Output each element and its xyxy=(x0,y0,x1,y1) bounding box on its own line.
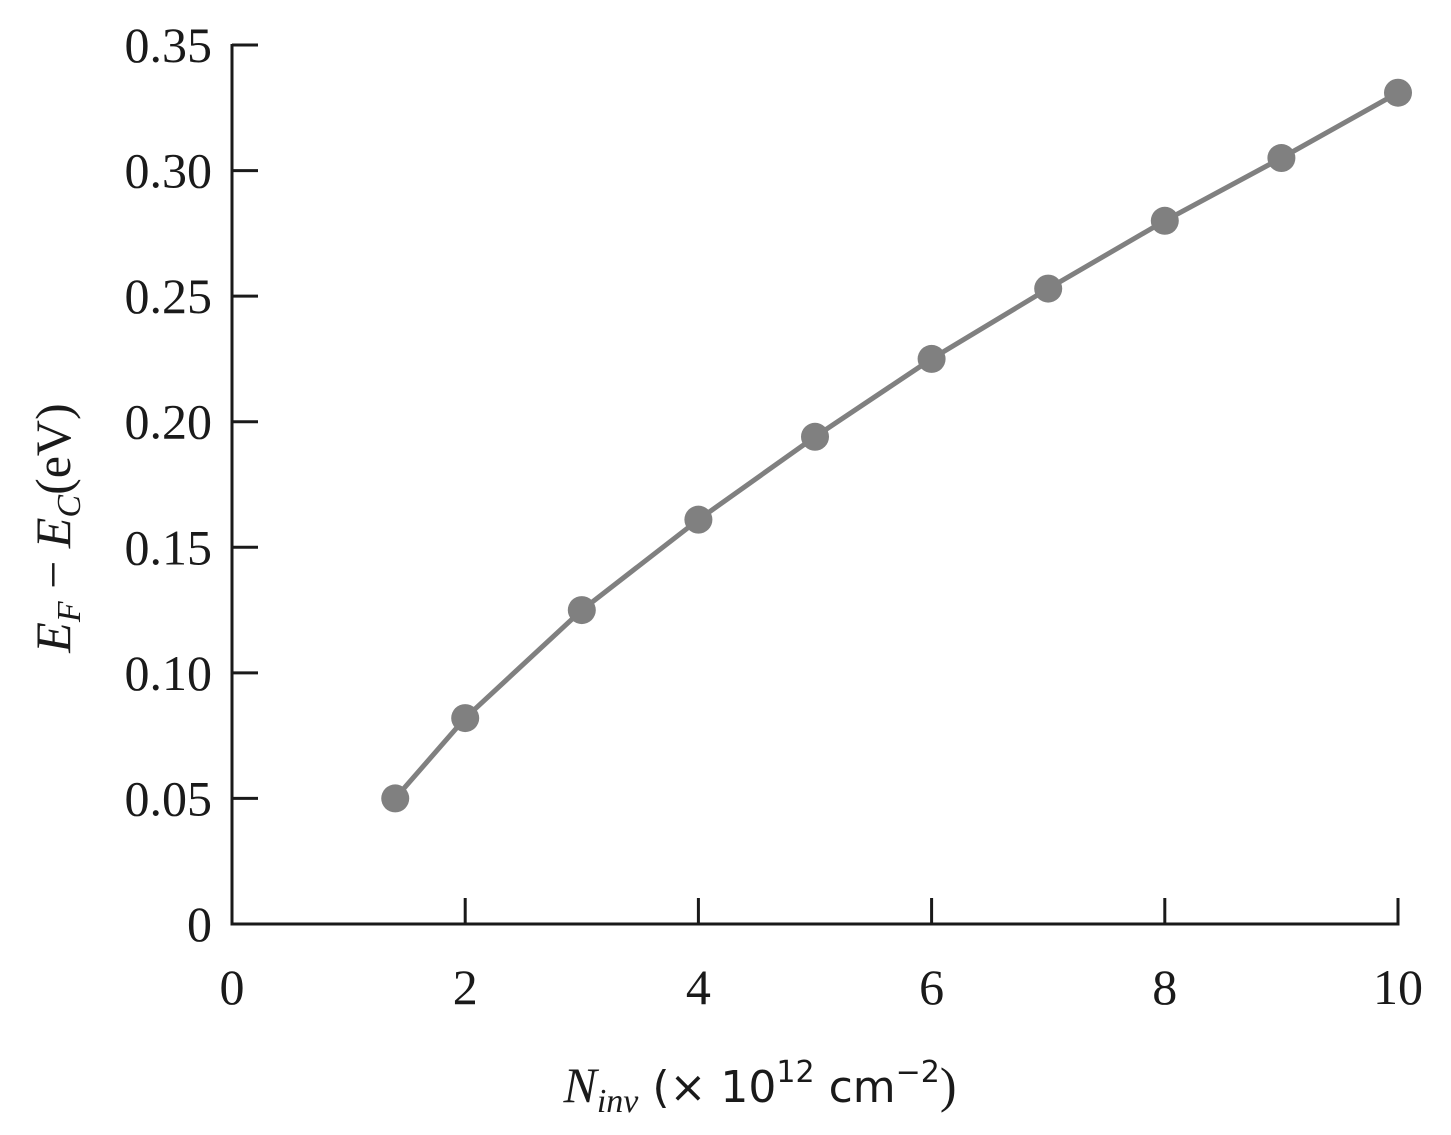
y-label-e1: E xyxy=(25,622,81,654)
y-label-unit: (eV) xyxy=(25,403,81,495)
x-tick-label: 6 xyxy=(919,959,944,1015)
data-point xyxy=(381,784,410,813)
x-tick-label: 4 xyxy=(686,959,711,1015)
x-label-subscript: inv xyxy=(597,1083,639,1120)
series-group xyxy=(381,78,1412,813)
data-point xyxy=(567,596,596,625)
data-point xyxy=(1384,78,1412,107)
y-tick-label: 0.10 xyxy=(125,645,213,701)
y-tick-label: 0.25 xyxy=(125,268,213,324)
x-tick-label: 2 xyxy=(453,959,478,1015)
x-label-rest: (× 10 xyxy=(638,1062,776,1113)
y-label-minus: − xyxy=(25,548,81,601)
axes xyxy=(230,44,1400,926)
y-ticks: 0 0.05 0.10 0.15 0.20 0.25 0.30 0.35 xyxy=(125,17,258,952)
x-tick-label: 8 xyxy=(1152,959,1177,1015)
y-label-s2: C xyxy=(51,495,88,518)
y-tick-label: 0.15 xyxy=(125,519,213,575)
x-label-rest2: cm xyxy=(815,1062,896,1113)
x-axis-label: Ninv (× 1012 cm−2) xyxy=(562,1055,956,1120)
y-label-e2: E xyxy=(25,518,81,550)
series-line xyxy=(393,90,1400,801)
x-label-close: ) xyxy=(940,1057,957,1113)
y-tick-label: 0.35 xyxy=(125,17,213,73)
data-point xyxy=(1034,274,1063,303)
x-tick-label: 0 xyxy=(220,959,245,1015)
x-label-exp2: −2 xyxy=(896,1055,940,1090)
y-tick-label: 0.20 xyxy=(125,394,213,450)
y-tick-label: 0 xyxy=(187,896,212,952)
data-point xyxy=(684,505,713,534)
x-label-exp: 12 xyxy=(776,1055,814,1090)
data-point xyxy=(801,422,829,451)
x-ticks: 0 2 4 6 8 10 xyxy=(220,898,1423,1015)
data-point xyxy=(1267,144,1296,173)
x-label-symbol: N xyxy=(562,1057,599,1113)
data-point xyxy=(917,344,946,373)
y-label-s1: F xyxy=(51,600,88,623)
data-point xyxy=(1150,206,1179,235)
y-tick-label: 0.05 xyxy=(125,770,213,826)
y-axis-label: EF − EC(eV) xyxy=(25,403,88,653)
data-point xyxy=(451,704,480,733)
y-tick-label: 0.30 xyxy=(125,143,213,199)
x-tick-label: 10 xyxy=(1373,959,1423,1015)
